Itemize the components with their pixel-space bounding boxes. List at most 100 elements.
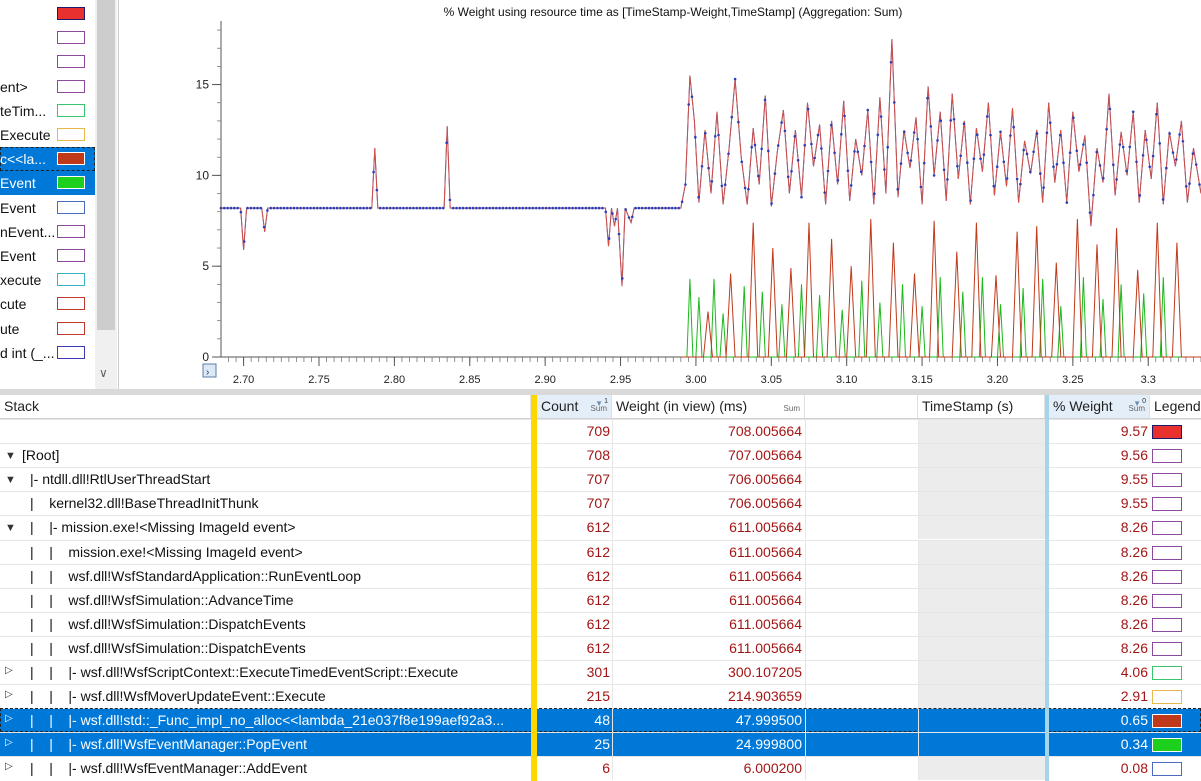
expand-chart-button[interactable]: › [202, 363, 217, 378]
legend-color-swatch[interactable] [57, 176, 85, 190]
series-point [445, 141, 448, 144]
table-row[interactable]: ▼ [Root] 708 707.005664 9.56 [0, 443, 1201, 468]
table-row[interactable]: ▷ | | |- wsf.dll!WsfEventManager::PopEven… [0, 732, 1201, 757]
table-row[interactable]: | | wsf.dll!WsfSimulation::DispatchEvent… [0, 635, 1201, 660]
legend-color-swatch[interactable] [57, 297, 85, 311]
series-point [362, 206, 365, 210]
legend-color-swatch[interactable] [1152, 593, 1182, 608]
expand-triangle-icon[interactable]: ▷ [5, 689, 13, 701]
legend-color-swatch[interactable] [1152, 617, 1182, 632]
legend-series-item[interactable]: Event [0, 244, 95, 268]
legend-color-swatch[interactable] [1152, 449, 1182, 464]
legend-color-swatch[interactable] [1152, 497, 1182, 512]
series-point [856, 150, 860, 154]
legend-series-item[interactable]: ute [0, 317, 95, 341]
legend-series-item[interactable]: cute [0, 292, 95, 316]
legend-color-swatch[interactable] [57, 31, 85, 45]
expand-triangle-icon[interactable]: ▷ [5, 713, 13, 725]
count-column-header[interactable]: Count ▼ 1 Sum [537, 395, 612, 418]
legend-color-swatch[interactable] [57, 128, 85, 141]
expand-triangle-icon[interactable]: ▷ [5, 761, 13, 773]
legend-color-swatch[interactable] [1152, 738, 1182, 753]
series-point [1125, 169, 1128, 173]
scroll-down-icon[interactable]: ∨ [99, 366, 108, 380]
table-row[interactable]: | kernel32.dll!BaseThreadInitThunk 707 706… [0, 491, 1201, 516]
table-row[interactable]: ▷ | | |- wsf.dll!std::_Func_impl_no_alloc… [0, 708, 1201, 733]
column-divider [612, 588, 613, 612]
table-row[interactable]: | | mission.exe!<Missing ImageId event> 6… [0, 539, 1201, 564]
legend-column-header[interactable]: Legend [1150, 395, 1201, 418]
series-point [488, 206, 492, 210]
legend-series-item[interactable]: teTim... [0, 99, 95, 123]
legend-color-swatch[interactable] [1152, 762, 1182, 777]
legend-color-swatch[interactable] [1152, 666, 1182, 680]
stack-column-header[interactable]: Stack [0, 395, 531, 418]
legend-color-swatch[interactable] [1152, 690, 1182, 705]
legend-series-label: xecute [0, 272, 42, 289]
column-divider [612, 733, 613, 757]
series-point [325, 206, 329, 210]
expand-triangle-icon[interactable]: ▷ [5, 665, 13, 676]
legend-color-swatch[interactable] [1152, 425, 1182, 439]
column-divider [612, 612, 613, 636]
series-point [1042, 186, 1045, 189]
legend-series-item[interactable]: Execute [0, 123, 95, 147]
timestamp-column-header[interactable]: TimeStamp (s) [918, 395, 1045, 418]
collapse-triangle-icon[interactable]: ▼ [5, 450, 16, 463]
legend-series-item[interactable]: nEvent... [0, 220, 95, 244]
table-row[interactable]: ▼ | |- mission.exe!<Missing ImageId event… [0, 515, 1201, 540]
legend-color-swatch[interactable] [1152, 714, 1182, 729]
expand-triangle-icon[interactable]: ▷ [5, 737, 13, 749]
collapse-triangle-icon[interactable]: ▼ [5, 522, 16, 535]
legend-color-swatch[interactable] [1152, 521, 1182, 536]
legend-color-swatch[interactable] [1152, 545, 1182, 560]
legend-color-swatch[interactable] [57, 103, 85, 117]
legend-color-swatch[interactable] [57, 7, 85, 20]
weight-cell: 6.000200 [743, 760, 802, 777]
table-row[interactable]: ▷ | | |- wsf.dll!WsfScriptContext::Execut… [0, 660, 1201, 684]
legend-series-item[interactable]: xecute [0, 268, 95, 292]
legend-color-swatch[interactable] [1152, 641, 1182, 656]
legend-scrollbar[interactable]: ∨ [95, 0, 117, 389]
legend-series-item[interactable]: ent> [0, 75, 95, 99]
grouping-bar-divider[interactable] [531, 395, 537, 781]
table-row[interactable]: | | wsf.dll!WsfSimulation::AdvanceTime 61… [0, 587, 1201, 612]
legend-color-swatch[interactable] [1152, 473, 1182, 488]
series-point [700, 165, 704, 168]
legend-color-swatch[interactable] [57, 249, 85, 262]
series-point [375, 188, 379, 192]
collapse-triangle-icon[interactable]: ▼ [5, 474, 16, 487]
legend-series-item[interactable]: Event [0, 171, 95, 196]
legend-scroll-thumb[interactable] [97, 0, 115, 330]
legend-color-swatch[interactable] [57, 273, 85, 287]
legend-color-swatch[interactable] [57, 55, 85, 69]
empty-column-header[interactable] [805, 395, 918, 418]
table-row[interactable]: | | wsf.dll!WsfSimulation::DispatchEvent… [0, 611, 1201, 636]
table-row[interactable]: ▼ |- ntdll.dll!RtlUserThreadStart 707 706.0… [0, 467, 1201, 492]
legend-series-item[interactable]: d int (_... [0, 341, 95, 365]
table-row[interactable]: ▷ | | |- wsf.dll!WsfEventManager::AddEven… [0, 756, 1201, 781]
legend-color-swatch[interactable] [57, 321, 85, 335]
legend-series-item[interactable]: c<<la... [0, 147, 95, 172]
legend-series-item[interactable] [0, 26, 95, 50]
legend-color-swatch[interactable] [57, 79, 85, 93]
legend-series-item[interactable]: Event [0, 196, 95, 220]
pane-splitter[interactable] [0, 389, 1201, 395]
legend-color-swatch[interactable] [1152, 569, 1182, 584]
legend-color-swatch[interactable] [57, 200, 85, 214]
table-row[interactable]: | | wsf.dll!WsfStandardApplication::RunE… [0, 563, 1201, 588]
legend-color-swatch[interactable] [57, 224, 85, 238]
graphing-bar-divider[interactable] [1045, 395, 1049, 781]
legend-series-item[interactable] [0, 2, 95, 26]
legend-color-swatch[interactable] [57, 152, 85, 166]
series-point [886, 145, 889, 149]
table-row[interactable]: 709 708.005664 9.57 [0, 419, 1201, 443]
weight-column-header[interactable]: Weight (in view) (ms) Sum [612, 395, 805, 418]
weight-cell: 24.999800 [735, 736, 802, 753]
legend-series-item[interactable] [0, 50, 95, 74]
series-point [1141, 154, 1145, 157]
table-row[interactable]: ▷ | | |- wsf.dll!WsfMoverUpdateEvent::Exe… [0, 684, 1201, 709]
legend-color-swatch[interactable] [57, 345, 85, 359]
pct-weight-column-header[interactable]: % Weight ▼ 0 Sum [1049, 395, 1150, 418]
series-point [279, 206, 282, 210]
